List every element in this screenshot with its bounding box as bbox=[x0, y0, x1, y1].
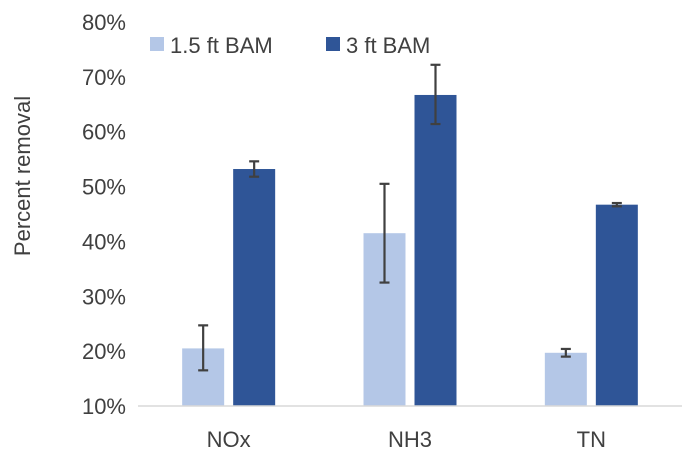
error-bars bbox=[198, 63, 622, 372]
y-axis-title: Percent removal bbox=[10, 96, 35, 256]
bars bbox=[182, 94, 638, 407]
x-axis-labels: NOx NH3 TN bbox=[207, 427, 606, 450]
legend-item: 1.5 ft BAM bbox=[150, 33, 273, 58]
legend: 1.5 ft BAM 3 ft BAM bbox=[150, 33, 430, 58]
error-bar bbox=[611, 201, 622, 208]
legend-label: 1.5 ft BAM bbox=[170, 33, 273, 58]
error-bar bbox=[198, 324, 209, 372]
y-tick-label: 20% bbox=[82, 339, 126, 364]
bar-nox-series-2 bbox=[233, 169, 276, 406]
y-tick-label: 10% bbox=[82, 394, 126, 419]
x-tick-label: TN bbox=[577, 427, 606, 450]
y-tick-label: 80% bbox=[82, 10, 126, 35]
y-tick-label: 40% bbox=[82, 229, 126, 254]
error-bar bbox=[379, 182, 390, 284]
x-tick-label: NOx bbox=[207, 427, 251, 450]
y-axis-ticks: 10% 20% 30% 40% 50% 60% 70% 80% bbox=[82, 10, 126, 419]
error-bar bbox=[560, 347, 571, 358]
error-bar bbox=[249, 160, 260, 178]
y-tick-label: 60% bbox=[82, 120, 126, 145]
y-tick-label: 30% bbox=[82, 284, 126, 309]
bar-nh3-series-2 bbox=[414, 94, 457, 407]
error-bar bbox=[430, 63, 441, 126]
bar-tn-series-2 bbox=[595, 204, 638, 406]
legend-label: 3 ft BAM bbox=[346, 33, 430, 58]
y-tick-label: 50% bbox=[82, 175, 126, 200]
x-tick-label: NH3 bbox=[388, 427, 432, 450]
legend-item: 3 ft BAM bbox=[326, 33, 430, 58]
bar-tn-series-1 bbox=[544, 352, 587, 406]
y-tick-label: 70% bbox=[82, 65, 126, 90]
legend-swatch bbox=[326, 37, 340, 51]
legend-swatch bbox=[150, 37, 164, 51]
